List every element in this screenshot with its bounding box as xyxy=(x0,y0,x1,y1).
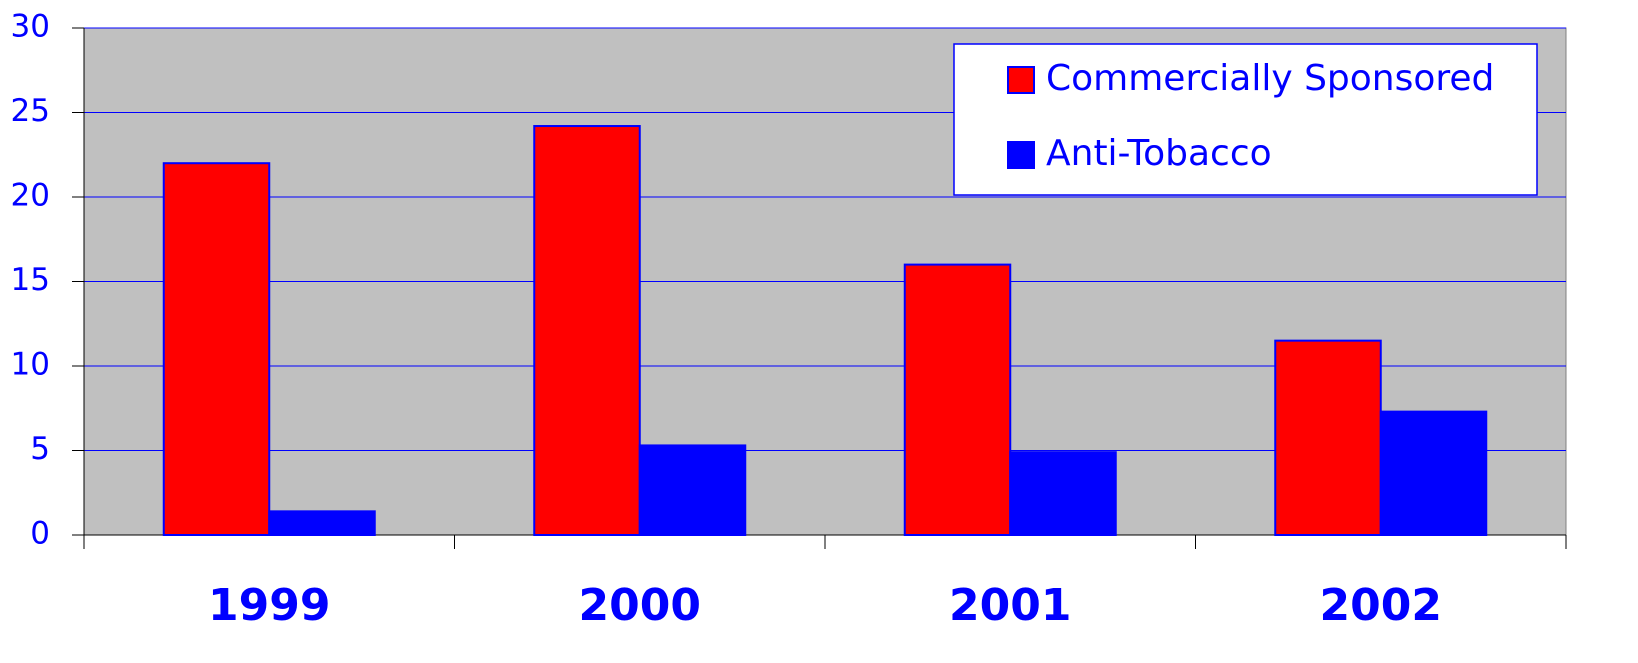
y-tick-label: 5 xyxy=(30,431,50,467)
bar xyxy=(533,125,641,537)
bar xyxy=(903,263,1012,536)
y-tick-label: 0 xyxy=(30,516,50,552)
y-tick-label: 25 xyxy=(11,93,50,129)
y-tick-label: 15 xyxy=(11,262,50,298)
legend-swatch xyxy=(1007,141,1035,169)
x-tick-label: 1999 xyxy=(208,580,330,631)
y-tick-label: 30 xyxy=(11,9,50,45)
legend-box xyxy=(953,43,1538,196)
bar xyxy=(638,444,747,536)
y-tick-label: 10 xyxy=(11,347,50,383)
x-tick-label: 2002 xyxy=(1320,580,1442,631)
legend-label: Anti-Tobacco xyxy=(1046,133,1272,174)
y-tick-label: 20 xyxy=(11,178,50,214)
x-tick-label: 2001 xyxy=(949,580,1071,631)
bar xyxy=(1274,339,1382,536)
bar xyxy=(162,162,271,536)
bar xyxy=(1379,410,1488,537)
bar xyxy=(1009,451,1117,536)
legend-label: Commercially Sponsored xyxy=(1046,58,1494,99)
bar xyxy=(268,510,376,536)
legend-swatch xyxy=(1007,66,1035,94)
x-tick-label: 2000 xyxy=(579,580,701,631)
